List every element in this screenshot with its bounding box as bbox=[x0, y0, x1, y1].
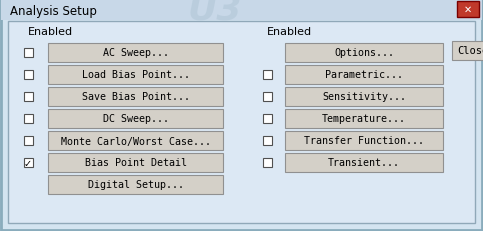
Text: Options...: Options... bbox=[334, 48, 394, 58]
Text: Monte Carlo/Worst Case...: Monte Carlo/Worst Case... bbox=[60, 136, 211, 146]
Bar bbox=[48, 131, 223, 150]
Bar bbox=[285, 131, 443, 150]
Text: ✕: ✕ bbox=[464, 5, 472, 15]
Bar bbox=[285, 44, 443, 63]
Bar bbox=[48, 44, 223, 63]
Text: DC Sweep...: DC Sweep... bbox=[102, 114, 169, 124]
Bar bbox=[452, 42, 483, 61]
Bar bbox=[457, 2, 479, 18]
Bar bbox=[48, 66, 223, 85]
Bar bbox=[48, 88, 223, 106]
Text: Transient...: Transient... bbox=[328, 158, 400, 168]
Bar bbox=[48, 109, 223, 128]
Bar bbox=[48, 175, 223, 194]
Text: AC Sweep...: AC Sweep... bbox=[102, 48, 169, 58]
Bar bbox=[24, 158, 32, 167]
Bar bbox=[262, 158, 271, 167]
Bar bbox=[48, 153, 223, 172]
Text: Analysis Setup: Analysis Setup bbox=[10, 4, 97, 17]
Text: Digital Setup...: Digital Setup... bbox=[87, 180, 184, 190]
Bar bbox=[24, 115, 32, 123]
Bar bbox=[24, 137, 32, 145]
Bar bbox=[285, 66, 443, 85]
Text: U3: U3 bbox=[188, 0, 242, 26]
Text: Enabled: Enabled bbox=[28, 27, 73, 37]
Bar bbox=[1, 1, 482, 21]
Bar bbox=[262, 93, 271, 102]
Text: Parametric...: Parametric... bbox=[325, 70, 403, 80]
Text: Close: Close bbox=[457, 46, 483, 56]
Bar bbox=[285, 88, 443, 106]
Text: ✓: ✓ bbox=[24, 158, 32, 168]
Bar bbox=[24, 93, 32, 102]
Text: Transfer Function...: Transfer Function... bbox=[304, 136, 424, 146]
Bar bbox=[262, 115, 271, 123]
Bar bbox=[285, 109, 443, 128]
Bar bbox=[285, 153, 443, 172]
Text: Load Bias Point...: Load Bias Point... bbox=[82, 70, 189, 80]
Bar bbox=[262, 71, 271, 80]
Text: Temperature...: Temperature... bbox=[322, 114, 406, 124]
Bar bbox=[262, 137, 271, 145]
Text: Save Bias Point...: Save Bias Point... bbox=[82, 92, 189, 102]
Bar bbox=[24, 49, 32, 58]
Text: Enabled: Enabled bbox=[267, 27, 312, 37]
Text: Bias Point Detail: Bias Point Detail bbox=[85, 158, 186, 168]
Bar bbox=[24, 71, 32, 80]
Text: Sensitivity...: Sensitivity... bbox=[322, 92, 406, 102]
Bar bbox=[8, 22, 475, 223]
